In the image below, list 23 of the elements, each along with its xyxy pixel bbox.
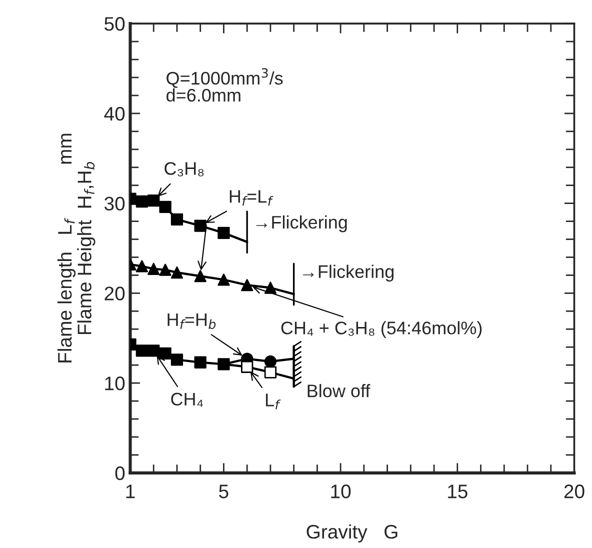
x-axis-title: Gravity G	[306, 524, 398, 543]
annotation: L$_{f}$	[266, 394, 281, 410]
y-tick-label: 10	[105, 376, 125, 390]
y-tick-label: 0	[115, 466, 125, 480]
text: Flame length L$_{f}$ mm Flame Height H$_{f}$,H$_{b}$	[57, 134, 96, 362]
annotation: CH₄	[171, 392, 203, 407]
annotation: →Flickering	[256, 215, 347, 232]
y-tick-label: 20	[104, 286, 125, 300]
x-tick-label: 15	[448, 484, 468, 498]
annotation: H$_{f}$=H$_{b}$	[168, 313, 216, 330]
x-tick-label: 5	[219, 484, 228, 498]
x-tick-label: 1	[126, 484, 135, 498]
y-tick-label: 50	[104, 17, 125, 31]
annotation: →Flickering	[303, 264, 394, 282]
annotation: C₃H₈	[164, 162, 204, 176]
text: Q=1000mm$^{3}$/s d=6.0mm	[166, 68, 283, 102]
annotation: Blow off	[308, 384, 370, 398]
x-tick-label: 20	[564, 484, 584, 498]
annotation: CH₄ + C₃H₈ (54:46mol%)	[281, 321, 482, 338]
y-tick-label: 30	[104, 196, 125, 211]
y-tick-label: 40	[104, 106, 125, 121]
annotation: H$_{f}$=L$_{f}$	[230, 190, 274, 206]
x-tick-label: 10	[331, 484, 351, 498]
